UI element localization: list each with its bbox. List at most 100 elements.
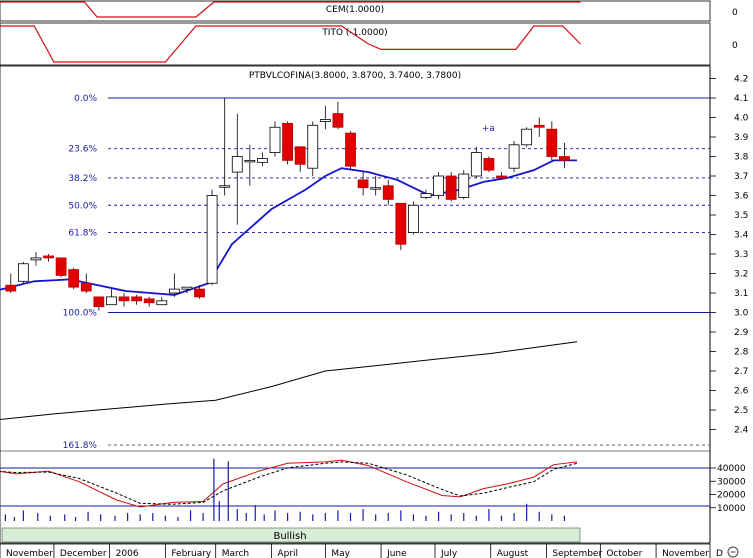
- signal-bar-label: Bullish: [273, 531, 306, 542]
- candle-body: [546, 128, 558, 157]
- fib-label: 50.0%: [68, 201, 97, 211]
- candle-body: [269, 126, 281, 154]
- y-tick-label: 4.0: [734, 114, 749, 124]
- cem-panel: 0: [0, 1, 738, 18]
- x-axis: November December 2006 February March April Ma…: [0, 543, 723, 558]
- candle-body: [294, 146, 306, 165]
- x-tick-label: May: [331, 549, 350, 558]
- candle-body: [30, 257, 42, 261]
- candle-body: [420, 193, 432, 198]
- candle-body: [219, 185, 231, 188]
- fibonacci-levels: 0.0% 23.6% 38.2% 50.0% 61.8% 100.0% 161.8%: [63, 94, 710, 451]
- x-tick-label: 2006: [116, 549, 139, 558]
- y-tick-label: 4.1: [734, 94, 748, 104]
- tito-panel: 0: [0, 25, 738, 63]
- candle-body: [433, 175, 444, 196]
- candle-body: [345, 132, 356, 167]
- x-tick-label: July: [440, 549, 458, 558]
- x-tick-label: November: [662, 549, 709, 558]
- y-tick-label: 2.6: [734, 387, 749, 397]
- candle-body: [521, 128, 533, 146]
- candle-body: [68, 269, 80, 288]
- candle-body: [382, 185, 394, 200]
- candle-body: [559, 156, 570, 161]
- x-tick-label: August: [497, 549, 529, 558]
- moving-average-line: [0, 159, 577, 296]
- panel-frame: [0, 0, 711, 22]
- fib-label: 0.0%: [74, 94, 97, 104]
- candle-body: [118, 296, 130, 302]
- candle-body: [17, 263, 29, 282]
- zoom-icon[interactable]: [727, 546, 739, 558]
- x-tick-label: November: [6, 549, 53, 558]
- y-tick-label: 3.1: [734, 289, 748, 299]
- candle-body: [143, 298, 155, 304]
- volume-panel: 40000 30000 20000 10000: [4, 458, 746, 521]
- candle-body: [55, 257, 67, 276]
- y-tick-label: 2.9: [734, 328, 749, 338]
- fib-label: 38.2%: [68, 174, 97, 184]
- candle-body: [168, 288, 180, 294]
- candle-body: [231, 156, 243, 173]
- x-tick-label: June: [386, 549, 407, 558]
- candle-body: [257, 158, 268, 163]
- oscillator-line: [0, 459, 578, 508]
- y-tick-label: 2.7: [734, 367, 748, 377]
- x-tick-label: February: [171, 549, 212, 558]
- moving-average: [0, 159, 577, 296]
- candle-body: [408, 204, 419, 233]
- candle-body: [483, 158, 495, 171]
- x-tick-label: April: [277, 549, 298, 558]
- candle-body: [43, 255, 54, 259]
- panel-frames: [0, 0, 711, 544]
- candle-body: [93, 296, 105, 308]
- fib-label: 23.6%: [68, 145, 97, 155]
- cem-line: [0, 1, 581, 18]
- cem-tick: 0: [732, 8, 738, 18]
- candle-body: [106, 296, 117, 306]
- candle-body: [508, 144, 520, 169]
- y-tick-label: 3.8: [734, 153, 749, 163]
- candle-body: [80, 282, 92, 292]
- candle-body: [533, 124, 545, 128]
- candle-body: [307, 124, 319, 169]
- price-panel-title: PTBVLCOFINA(3.8000, 3.8700, 3.7400, 3.78…: [249, 71, 461, 81]
- y-tick-label: 3.2: [734, 270, 748, 280]
- fib-label: 61.8%: [68, 229, 97, 239]
- signal-bar-fill: [1, 527, 581, 543]
- candle-body: [282, 122, 293, 161]
- candle-body: [445, 175, 457, 200]
- candle-body: [470, 152, 482, 177]
- long-average: [0, 341, 578, 420]
- tito-line: [0, 25, 582, 63]
- long-average-line: [0, 341, 578, 420]
- candle-body: [181, 286, 193, 290]
- volume-tick-label: 40000: [717, 464, 746, 474]
- y-tick-label: 3.7: [734, 172, 748, 182]
- cem-panel-title: CEM(1.0000): [326, 5, 384, 15]
- volume-tick-label: 10000: [717, 504, 746, 514]
- x-tick-label: D: [716, 549, 723, 558]
- oscillator-panel: [0, 459, 710, 508]
- candle-body: [206, 195, 218, 284]
- y-tick-label: 3.9: [734, 133, 749, 143]
- tito-panel-title: TITO (-1.0000): [321, 28, 387, 38]
- y-tick-label: 2.8: [734, 348, 749, 358]
- y-tick-label: 3.4: [734, 231, 749, 241]
- candle-body: [370, 187, 382, 190]
- candle-body: [496, 175, 507, 179]
- x-tick-label: March: [222, 549, 249, 558]
- candle-body: [357, 179, 369, 189]
- y-tick-label: 4.2: [734, 75, 748, 85]
- y-tick-label: 3.0: [734, 309, 749, 319]
- candle-body: [458, 173, 470, 198]
- y-axis: 4.2 4.1 4.0 3.9 3.8 3.7 3.6 3.5 3.4 3.3 3.2 3.1 3.0 2…: [710, 75, 749, 436]
- signal-bar: Bullish: [1, 527, 581, 543]
- y-tick-label: 2.4: [734, 426, 749, 436]
- price-candles: [5, 98, 570, 311]
- y-tick-label: 3.5: [734, 211, 748, 221]
- volume-tick-label: 30000: [717, 477, 746, 487]
- candle-body: [5, 284, 17, 292]
- tito-tick: 0: [732, 41, 738, 51]
- x-tick-label: December: [60, 549, 107, 558]
